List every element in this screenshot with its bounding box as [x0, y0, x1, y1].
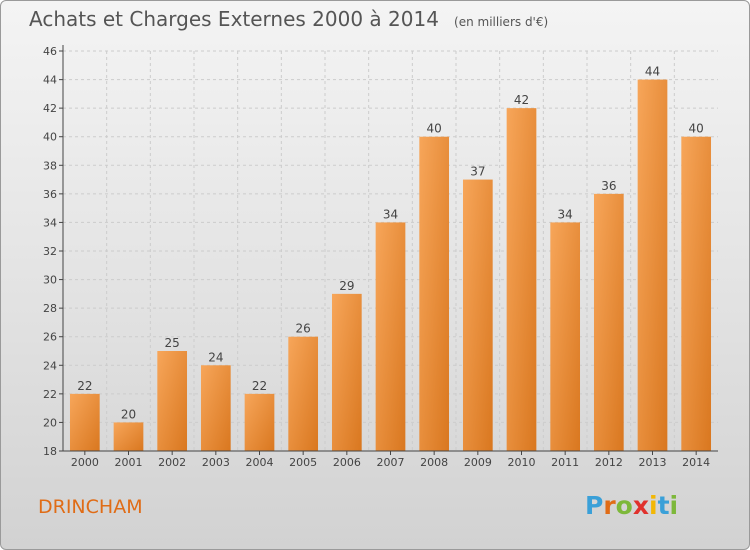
- y-tick-label: 36: [43, 188, 57, 201]
- x-tick-label: 2008: [420, 456, 448, 469]
- y-tick-label: 22: [43, 388, 57, 401]
- data-label: 24: [208, 350, 223, 364]
- data-label: 25: [165, 336, 180, 350]
- data-label: 34: [383, 207, 398, 221]
- bar-layer: 22 20 25 24 22 26 29 34 40 37 42 34 36 44 40: [69, 65, 712, 452]
- logo-letter: o: [615, 491, 633, 520]
- x-tick-label: 2010: [508, 456, 536, 469]
- bar: [419, 136, 450, 451]
- x-tick-label: 2011: [551, 456, 579, 469]
- y-tick-label: 38: [43, 159, 57, 172]
- x-tick-label: 2003: [202, 456, 230, 469]
- data-label: 29: [339, 279, 354, 293]
- bar: [375, 222, 406, 451]
- x-tick-label: 2013: [639, 456, 667, 469]
- y-tick-label: 32: [43, 245, 57, 258]
- y-tick-label: 26: [43, 331, 57, 344]
- data-label: 26: [296, 322, 311, 336]
- y-tick-label: 46: [43, 45, 57, 58]
- bar: [462, 179, 493, 452]
- x-tick-label: 2002: [158, 456, 186, 469]
- bar: [506, 108, 537, 452]
- data-label: 34: [558, 207, 573, 221]
- logo-letter: r: [603, 491, 616, 520]
- bar: [331, 293, 362, 451]
- bar: [69, 393, 100, 451]
- data-label: 20: [121, 407, 136, 421]
- bar: [288, 336, 319, 451]
- title-row: Achats et Charges Externes 2000 à 2014 (…: [29, 7, 548, 31]
- data-label: 40: [427, 122, 442, 136]
- data-label: 36: [601, 179, 616, 193]
- data-label: 40: [689, 122, 704, 136]
- y-tick-label: 34: [43, 216, 57, 229]
- bar: [550, 222, 581, 451]
- bar: [593, 193, 624, 451]
- y-tick-label: 18: [43, 445, 57, 458]
- y-tick-label: 24: [43, 359, 57, 372]
- chart-title: Achats et Charges Externes 2000 à 2014: [29, 7, 439, 31]
- x-tick-label: 2014: [682, 456, 710, 469]
- axis-layer: 18 20 22 24 26 28 30 32 34 36 38 40 42 44 46 2000 2001 20…: [43, 45, 718, 469]
- x-tick-label: 2005: [289, 456, 317, 469]
- proxiti-logo[interactable]: Proxiti: [585, 491, 678, 520]
- logo-letter: P: [585, 491, 604, 520]
- x-tick-label: 2004: [246, 456, 274, 469]
- logo-letter: t: [657, 491, 670, 520]
- bar: [200, 365, 231, 451]
- x-tick-label: 2012: [595, 456, 623, 469]
- bar: [157, 351, 188, 451]
- logo-letter: x: [632, 491, 649, 520]
- x-tick-label: 2001: [115, 456, 143, 469]
- x-tick-label: 2007: [377, 456, 405, 469]
- bar: [637, 79, 668, 452]
- y-tick-label: 30: [43, 274, 57, 287]
- y-tick-label: 28: [43, 302, 57, 315]
- bar: [113, 422, 144, 451]
- data-label: 44: [645, 65, 660, 79]
- data-label: 22: [77, 379, 92, 393]
- data-label: 42: [514, 93, 529, 107]
- town-name: DRINCHAM: [38, 496, 143, 518]
- y-tick-label: 40: [43, 131, 57, 144]
- chart-unit: (en milliers d'€): [454, 15, 549, 29]
- x-tick-label: 2009: [464, 456, 492, 469]
- y-tick-label: 44: [43, 74, 57, 87]
- y-tick-label: 42: [43, 102, 57, 115]
- logo-letter: i: [649, 491, 658, 520]
- logo-letter: i: [669, 491, 679, 520]
- bar: [681, 136, 712, 451]
- x-tick-label: 2006: [333, 456, 361, 469]
- x-tick-label: 2000: [71, 456, 99, 469]
- data-label: 37: [470, 165, 485, 179]
- data-label: 22: [252, 379, 267, 393]
- y-tick-label: 20: [43, 416, 57, 429]
- bar: [244, 393, 275, 451]
